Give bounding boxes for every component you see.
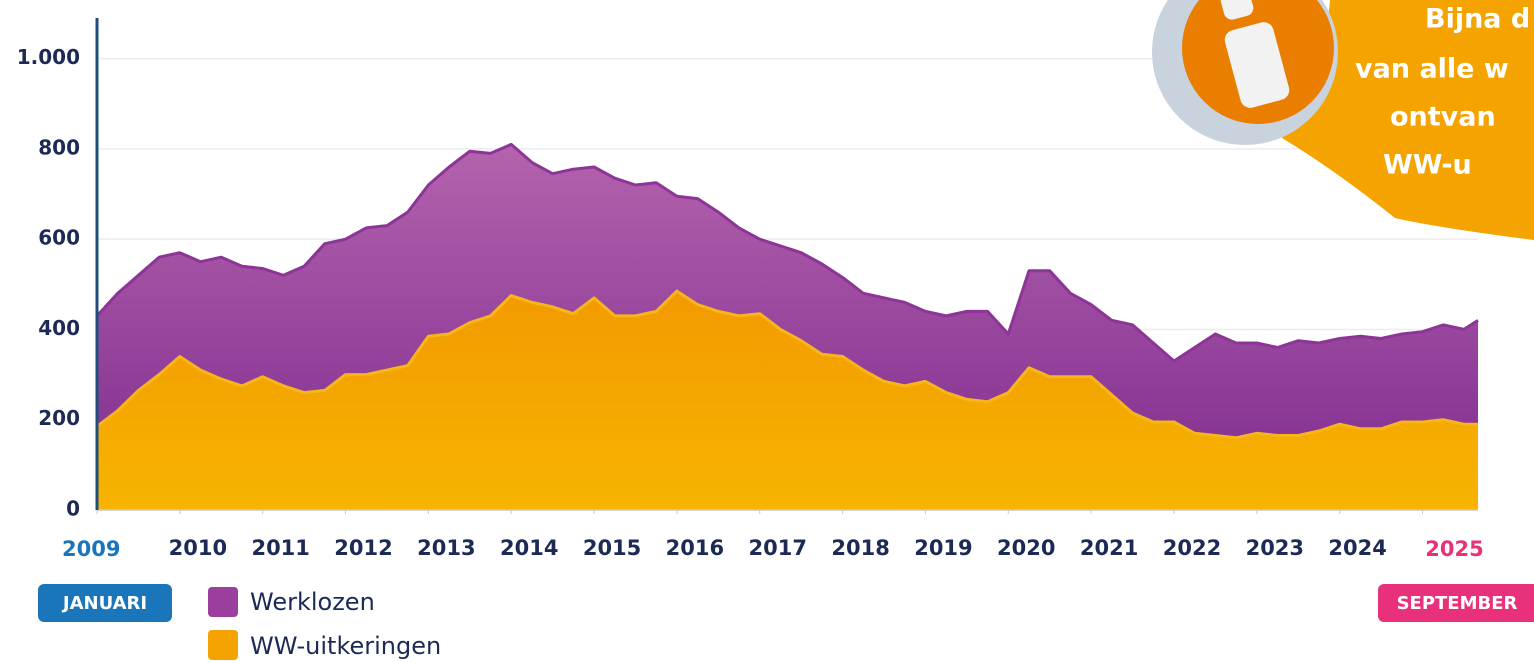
y-tick-label: 600 [38,226,80,250]
end-label: SEPTEMBER [1397,593,1518,614]
x-tick-label: 2024 [1328,536,1386,560]
end-badge [1378,584,1534,622]
x-tick-label: 2018 [831,536,889,560]
x-tick-label: 2015 [583,536,641,560]
start-label: JANUARI [61,593,147,614]
icon-dot [1220,0,1254,20]
icon-symbol [1224,22,1290,108]
x-tick-label: 2013 [417,536,475,560]
callout-text: WW-u [1383,150,1472,181]
x-tick-label: 2012 [334,536,392,560]
x-tick-label: 2017 [749,536,807,560]
y-tick-label: 400 [38,316,80,340]
x-tick-label: 2010 [169,536,227,560]
legend-swatch [208,587,238,617]
y-tick-label: 200 [38,406,80,430]
x-tick-label: 2021 [1080,536,1138,560]
x-tick-label: 2014 [500,536,558,560]
y-tick-label: 0 [66,497,80,521]
x-tick-label: 2023 [1246,536,1304,560]
x-tick-label: 2016 [666,536,724,560]
y-tick-label: 800 [38,135,80,159]
start-badge [38,584,172,622]
y-tick-label: 1.000 [17,45,80,69]
x-tick-label: 2025 [1425,537,1483,561]
callout-text: van alle w [1355,54,1509,85]
legend-label: WW-uitkeringen [250,632,441,660]
x-tick-label: 2022 [1163,536,1221,560]
legend-swatch [208,630,238,660]
x-tick-label: 2011 [251,536,309,560]
area-line [96,289,1478,440]
x-tick-label: 2009 [62,537,120,561]
callout-bubble [1282,0,1534,240]
callout-text: Bijna d [1425,4,1530,35]
legend-label: Werklozen [250,588,375,616]
area-line [95,142,1479,363]
callout-text: ontvan [1390,102,1496,133]
x-tick-label: 2020 [997,536,1055,560]
x-tick-label: 2019 [914,536,972,560]
area [97,291,1478,510]
